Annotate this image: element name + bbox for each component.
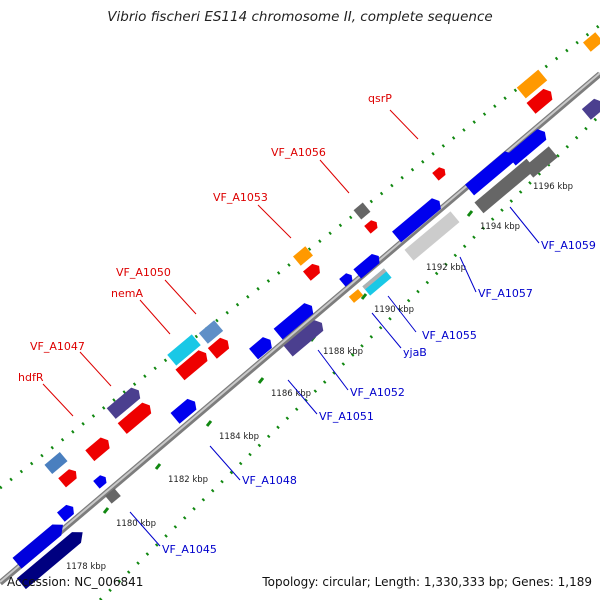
gene-box xyxy=(583,32,600,52)
gene-label: VF_A1051 xyxy=(319,410,374,423)
map-title: Vibrio fischeri ES114 chromosome II, com… xyxy=(107,9,493,25)
gene-arrow xyxy=(207,337,230,359)
scale-tick xyxy=(154,463,162,470)
gene-box xyxy=(167,334,201,366)
gene-label: VF_A1056 xyxy=(271,146,326,159)
gene-arrow xyxy=(273,303,314,340)
gene-label: VF_A1045 xyxy=(162,543,217,556)
callout-lines xyxy=(42,109,540,547)
gene-box xyxy=(474,158,536,214)
scale-tick-label: 1178 kbp xyxy=(66,562,106,572)
gene-box xyxy=(44,451,68,475)
gene-features xyxy=(12,32,600,590)
gene-label: VF_A1053 xyxy=(213,191,268,204)
scale-tick-marks: 1178 kbp 1180 kbp 1182 kbp 1184 kbp 1186 kbp… xyxy=(52,170,573,572)
scale-tick-label: 1188 kbp xyxy=(323,347,363,357)
gene-arrow xyxy=(175,350,208,381)
scale-tick-label: 1196 kbp xyxy=(533,182,573,192)
accession-text: Accession: NC_006841 xyxy=(7,575,144,589)
scale-tick-label: 1192 kbp xyxy=(426,263,466,273)
gene-label: VF_A1052 xyxy=(350,386,405,399)
gene-label: VF_A1055 xyxy=(422,329,477,342)
gene-arrow xyxy=(392,198,441,243)
gene-arrow xyxy=(283,320,324,357)
gene-box xyxy=(404,211,460,261)
gene-label: VF_A1059 xyxy=(541,239,596,252)
gene-arrow xyxy=(58,469,77,488)
gene-arrow xyxy=(581,98,600,120)
scale-tick xyxy=(102,507,110,514)
scale-tick-label: 1186 kbp xyxy=(271,389,311,399)
scale-tick-label: 1190 kbp xyxy=(374,305,414,315)
gene-arrow xyxy=(117,402,152,434)
gene-box xyxy=(362,268,392,296)
scale-tick-label: 1194 kbp xyxy=(480,222,520,232)
gene-label: qsrP xyxy=(368,92,392,105)
scale-tick-label: 1182 kbp xyxy=(168,475,208,485)
gene-arrow xyxy=(303,263,320,281)
scale-tick-label: 1180 kbp xyxy=(116,519,156,529)
gene-arrow xyxy=(465,151,514,196)
topology-summary: Topology: circular; Length: 1,330,333 bp… xyxy=(262,575,592,589)
gene-arrow xyxy=(16,532,83,590)
gene-arrow xyxy=(170,398,197,424)
gene-box xyxy=(105,488,121,504)
gene-label: VF_A1050 xyxy=(116,266,171,279)
scale-tick xyxy=(205,420,213,427)
gene-box xyxy=(516,69,548,99)
scale-tick xyxy=(360,293,368,300)
gene-arrow xyxy=(106,387,141,419)
gene-label: VF_A1057 xyxy=(478,287,533,300)
gene-box xyxy=(524,146,558,178)
gene-label: VF_A1048 xyxy=(242,474,297,487)
gene-arrow xyxy=(339,273,353,287)
gene-box xyxy=(353,202,371,220)
scale-tick-label: 1184 kbp xyxy=(219,432,259,442)
gene-arrow xyxy=(526,88,553,114)
gene-arrow xyxy=(85,437,110,462)
gene-arrow xyxy=(364,220,378,234)
gene-arrow xyxy=(249,337,272,360)
gene-arrow xyxy=(353,253,380,279)
gene-label: hdfR xyxy=(18,371,44,384)
gene-box xyxy=(198,320,224,344)
gene-label: VF_A1047 xyxy=(30,340,85,353)
gene-arrow xyxy=(57,504,74,522)
gene-arrow xyxy=(432,167,446,181)
scale-tick xyxy=(466,210,474,217)
gene-label: yjaB xyxy=(403,346,427,359)
gene-arrow xyxy=(93,475,107,489)
gene-arrow xyxy=(506,129,547,166)
gene-box xyxy=(293,246,313,266)
gene-arrow xyxy=(12,524,63,569)
scale-tick xyxy=(257,377,265,384)
bottom-gene-labels: VF_A1045 VF_A1048 VF_A1051 VF_A1052 yjaB… xyxy=(162,239,596,556)
gene-label: nemA xyxy=(111,287,143,300)
gene-box xyxy=(348,289,364,303)
top-gene-labels: hdfR VF_A1047 nemA VF_A1050 VF_A1053 VF_… xyxy=(18,92,392,384)
